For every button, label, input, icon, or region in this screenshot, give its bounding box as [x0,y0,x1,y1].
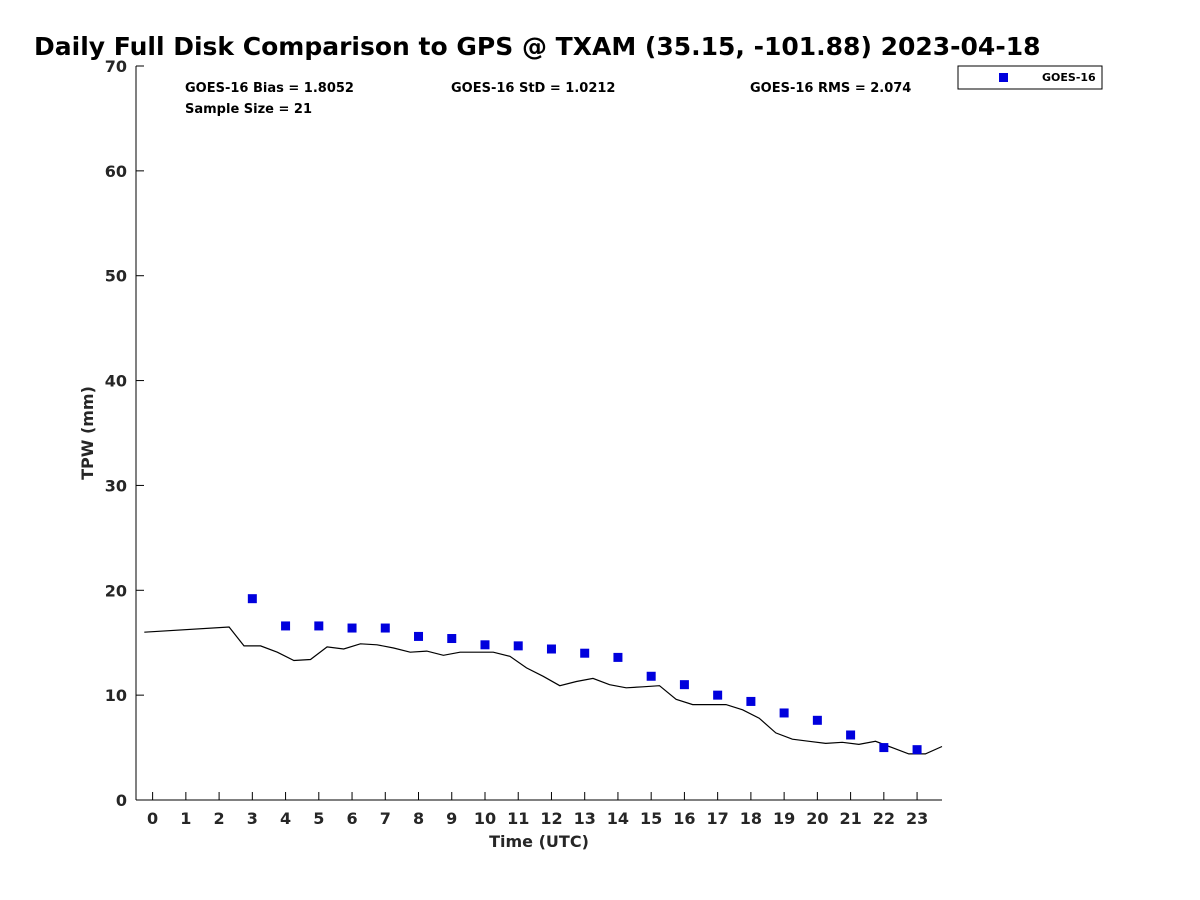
legend: GOES-16 [957,65,1103,90]
goes16-point-4 [281,621,291,631]
x-tick-label-8: 8 [413,809,424,828]
y-axis-label: TPW (mm) [78,386,97,480]
x-tick-label-6: 6 [346,809,357,828]
stats-box: GOES-16 Bias = 1.8052 GOES-16 StD = 1.02… [185,81,911,117]
legend-box [957,65,1103,90]
y-tick-label-60: 60 [105,162,127,181]
gps-line [144,626,943,755]
x-ticks: 0 1 2 3 4 5 6 7 8 9 10 11 12 13 14 15 16 17 18 19 20 21 22 23 [147,792,928,828]
legend-label-goes16: GOES-16 [1042,71,1096,84]
goes16-point-17 [713,690,723,700]
legend-marker-goes16 [999,73,1008,82]
x-tick-label-0: 0 [147,809,158,828]
x-tick-label-14: 14 [607,809,629,828]
goes16-point-22 [879,743,889,753]
x-tick-label-18: 18 [740,809,762,828]
x-tick-label-7: 7 [380,809,391,828]
chart-title: Daily Full Disk Comparison to GPS @ TXAM… [34,32,1041,61]
x-tick-label-13: 13 [574,809,596,828]
y-tick-label-30: 30 [105,476,127,495]
y-tick-label-70: 70 [105,57,127,76]
goes16-point-10 [480,640,490,650]
x-tick-label-5: 5 [313,809,324,828]
x-tick-label-19: 19 [773,809,795,828]
y-tick-label-50: 50 [105,267,127,286]
x-tick-label-4: 4 [280,809,291,828]
bias-text: GOES-16 Bias = 1.8052 [185,81,354,96]
data-series [144,594,943,755]
goes16-point-8 [414,631,424,641]
x-axis-label: Time (UTC) [489,832,589,851]
x-tick-label-9: 9 [446,809,457,828]
goes16-point-20 [812,715,822,725]
goes16-point-3 [247,594,257,604]
x-tick-label-16: 16 [673,809,695,828]
y-tick-label-40: 40 [105,372,127,391]
goes16-point-7 [380,623,390,633]
x-tick-label-1: 1 [180,809,191,828]
x-tick-label-3: 3 [247,809,258,828]
std-text: GOES-16 StD = 1.0212 [451,81,615,96]
goes16-point-21 [846,730,856,740]
goes16-point-18 [746,696,756,706]
x-tick-label-2: 2 [214,809,225,828]
goes16-point-23 [912,745,922,755]
goes16-point-9 [447,634,457,644]
goes16-point-16 [679,680,689,690]
x-tick-label-23: 23 [906,809,928,828]
x-tick-label-11: 11 [507,809,529,828]
y-ticks: 0 10 20 30 40 50 60 70 [105,57,144,810]
sample-size-text: Sample Size = 21 [185,102,312,117]
x-tick-label-20: 20 [806,809,828,828]
y-tick-label-0: 0 [116,791,127,810]
goes16-point-19 [779,708,789,718]
x-tick-label-15: 15 [640,809,662,828]
x-tick-label-12: 12 [540,809,562,828]
goes16-point-6 [347,623,357,633]
goes16-point-5 [314,621,324,631]
goes16-point-14 [613,652,623,662]
x-tick-label-22: 22 [873,809,895,828]
goes16-point-15 [646,671,656,681]
goes16-point-12 [546,644,556,654]
x-tick-label-21: 21 [839,809,861,828]
y-tick-label-10: 10 [105,686,127,705]
x-tick-label-10: 10 [474,809,496,828]
x-tick-label-17: 17 [707,809,729,828]
y-tick-label-20: 20 [105,581,127,600]
goes16-point-13 [580,648,590,658]
goes16-point-11 [513,641,523,651]
rms-text: GOES-16 RMS = 2.074 [750,81,911,96]
axes [135,66,942,801]
